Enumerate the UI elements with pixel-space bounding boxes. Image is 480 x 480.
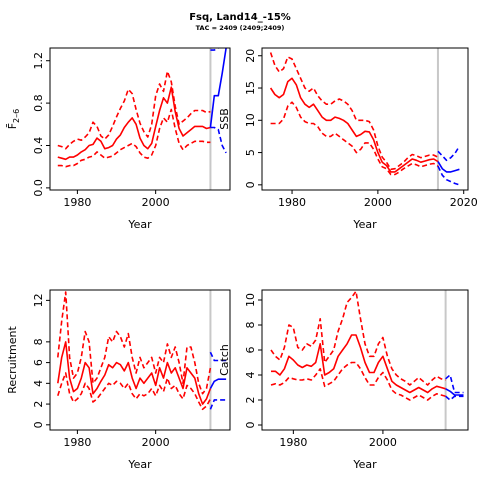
x-tick-label: 2000: [142, 196, 170, 209]
y-tick-label: 0.8: [32, 94, 45, 112]
y-axis-label: Recruitment: [6, 326, 19, 394]
series-line-projection-lower: [445, 395, 464, 401]
y-tick-label: 5: [244, 149, 257, 156]
y-tick-label: 12: [32, 293, 45, 307]
y-tick-label: 10: [244, 293, 257, 307]
x-tick-label: 2000: [364, 196, 392, 209]
y-tick-label: 2: [32, 401, 45, 408]
x-tick-label: 1980: [279, 436, 307, 449]
y-tick-label: 8: [32, 338, 45, 345]
x-axis-label: Year: [127, 218, 152, 231]
series-line-historical-lower: [57, 372, 212, 411]
y-tick-label: 20: [244, 49, 257, 63]
y-axis-label: SSB: [218, 108, 231, 130]
y-tick-label: 0.4: [32, 137, 45, 155]
y-tick-label: 0.0: [32, 179, 45, 197]
series-line-historical-lower: [270, 361, 446, 401]
chart-panel-bottom-left: 1980 2000 0 2 4 6 8 12 Year Recruitment: [6, 289, 231, 471]
y-tick-label: 4: [32, 380, 45, 387]
series-line-projection-upper: [445, 374, 464, 394]
y-axis-label: Catch: [218, 344, 231, 376]
series-line-projection-median: [437, 161, 460, 173]
series-line-historical-upper: [269, 52, 439, 171]
series-line-projection-lower: [437, 165, 460, 186]
y-tick-label: 0: [32, 421, 45, 428]
y-axis-label: F̄2–6: [6, 109, 21, 130]
y-tick-label: 0: [244, 422, 257, 429]
plot-frame: [49, 47, 231, 191]
series-line-historical-median: [269, 77, 439, 173]
series-line-projection-upper: [437, 145, 461, 162]
x-axis-label: Year: [352, 458, 377, 471]
y-tick-label: 0: [244, 181, 257, 188]
y-tick-label: 6: [32, 359, 45, 366]
figure-subtitle: TAC = 2409 (2409;2409): [196, 24, 285, 32]
y-tick-label: 1.2: [32, 52, 45, 69]
series-line-projection-lower: [209, 399, 227, 410]
series-group: [57, 48, 227, 168]
series-line-historical-upper: [57, 70, 211, 150]
x-tick-label: 1980: [278, 196, 306, 209]
series-group: [57, 291, 227, 411]
x-tick-label: 1980: [63, 196, 91, 209]
series-group: [270, 290, 464, 401]
series-line-projection-upper: [210, 48, 219, 51]
y-tick-label: 6: [244, 347, 257, 354]
x-tick-label: 2000: [369, 436, 397, 449]
y-tick-label: 8: [244, 322, 257, 329]
x-axis-label: Year: [352, 218, 377, 231]
plot-frame: [49, 289, 231, 431]
chart-panel-top-left: 1980 2000 0.0 0.4 0.8 1.2 Year F̄2–6: [6, 47, 231, 231]
x-tick-label: 2020: [450, 196, 478, 209]
series-line-historical-lower: [57, 108, 211, 168]
series-line-historical-median: [57, 341, 212, 405]
chart-panel-bottom-right: 1980 2000 0 2 4 6 8 10 Year Catch: [218, 289, 469, 471]
series-line-historical-median: [271, 334, 446, 394]
x-tick-label: 1980: [63, 436, 91, 449]
series-line-projection-lower: [210, 126, 227, 154]
series-line-projection-upper: [209, 351, 227, 362]
series-line-historical-lower: [270, 101, 439, 176]
series-line-historical-median: [57, 86, 211, 161]
y-tick-label: 10: [244, 113, 257, 127]
series-line-projection-median: [445, 388, 464, 396]
y-tick-label: 15: [244, 81, 257, 95]
series-line-historical-upper: [57, 291, 212, 395]
series-line-projection-median: [209, 378, 227, 389]
x-axis-label: Year: [127, 458, 152, 471]
series-line-historical-upper: [270, 290, 446, 386]
plot-frame: [261, 289, 469, 431]
x-tick-label: 2000: [142, 436, 170, 449]
y-tick-label: 2: [244, 397, 257, 404]
plot-frame: [261, 47, 469, 191]
series-group: [269, 52, 461, 186]
series-line-projection-median: [209, 48, 227, 128]
chart-panel-top-right: 1980 2000 2020 0 5 10 15 20 Year SSB: [218, 47, 478, 231]
y-tick-label: 4: [244, 372, 257, 379]
figure-title: Fsq, Land14_-15%: [189, 12, 291, 23]
